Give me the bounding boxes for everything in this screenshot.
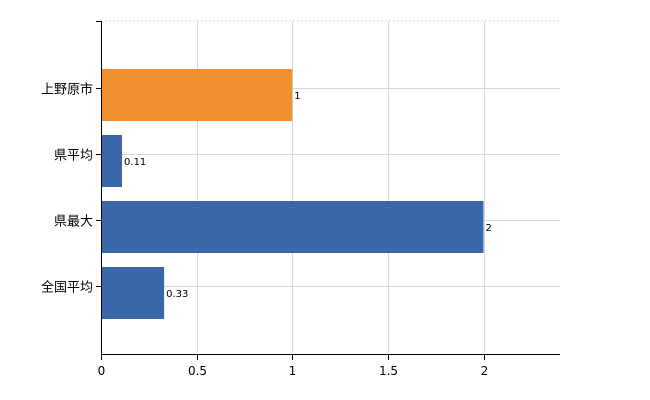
y-tick-label-3: 全国平均 (41, 280, 93, 296)
bar-3 (102, 267, 165, 319)
data-label-0: 1 (294, 91, 300, 102)
y-tick-label-1: 県平均 (54, 149, 93, 164)
bars (102, 69, 484, 319)
x-tick-label-3: 1.5 (379, 364, 398, 378)
axes (96, 21, 560, 360)
data-label-1: 0.11 (124, 157, 146, 168)
x-tick-label-1: 0.5 (188, 364, 207, 378)
x-tick-label-2: 1 (289, 364, 297, 378)
x-tick-label-0: 0 (98, 364, 106, 378)
data-label-2: 2 (486, 223, 492, 234)
bar-0 (102, 69, 293, 121)
bar-2 (102, 201, 484, 253)
bar-1 (102, 135, 123, 187)
x-tick-label-4: 2 (481, 364, 489, 378)
data-label-3: 0.33 (166, 289, 188, 300)
y-tick-label-0: 上野原市 (41, 82, 93, 98)
y-tick-label-2: 県最大 (54, 215, 93, 230)
grid-lines (101, 20, 560, 354)
